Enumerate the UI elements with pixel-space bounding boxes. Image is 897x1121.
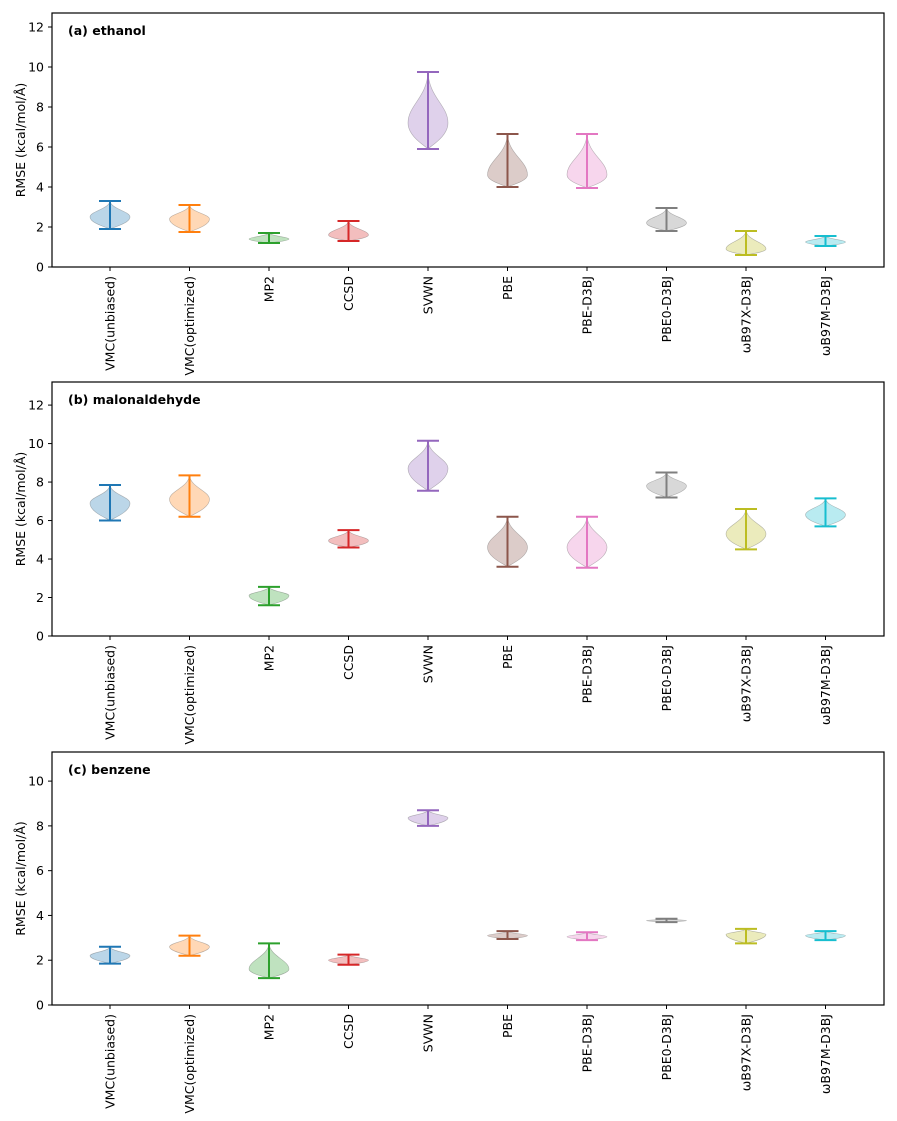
y-axis-label-3: RMSE (kcal/mol/Å) [13,821,28,936]
y-tick-label-2-7: 12 [28,398,44,413]
category-label-2-5: SVWN [421,645,436,683]
category-label-3-8: PBE0-D3BJ [659,1014,674,1080]
y-axis-label-1: RMSE (kcal/mol/Å) [13,83,28,198]
category-label-2-8: PBE0-D3BJ [659,645,674,711]
y-tick-label-3-3: 4 [36,908,44,923]
axes-frame-1 [51,12,885,268]
category-label-3-6: PBE [500,1014,515,1038]
category-label-1-1: VMC(unbiased) [103,276,118,371]
category-label-3-9: ωB97X-D3BJ [739,1014,754,1091]
category-label-1-2: VMC(optimized) [182,276,197,376]
axes-frame-2 [51,381,885,637]
category-label-2-2: VMC(optimized) [182,645,197,745]
category-label-1-4: CCSD [341,276,356,311]
category-label-1-9: ωB97X-D3BJ [739,276,754,353]
category-label-1-5: SVWN [421,276,436,314]
category-label-1-10: ωB97M-D3BJ [818,276,833,356]
y-tick-label-2-2: 2 [36,590,44,605]
chart-panel-3: 0 2 4 6 8 10 VMC(unbiased) VMC(optimized) MP2 CCS… [13,751,885,1114]
category-label-1-8: PBE0-D3BJ [659,276,674,342]
category-label-3-4: CCSD [341,1014,356,1049]
y-tick-label-1-3: 4 [36,180,44,195]
category-label-1-6: PBE [500,276,515,300]
category-label-2-9: ωB97X-D3BJ [739,645,754,722]
y-tick-label-1-1: 0 [36,260,44,275]
category-label-3-10: ωB97M-D3BJ [818,1014,833,1094]
panel-title-2: (b) malonaldehyde [68,392,201,407]
category-label-3-3: MP2 [262,1014,277,1040]
y-tick-label-3-1: 0 [36,998,44,1013]
y-tick-label-3-5: 8 [36,818,44,833]
y-tick-label-1-2: 2 [36,220,44,235]
y-tick-label-3-6: 10 [28,774,44,789]
y-tick-label-3-2: 2 [36,953,44,968]
panel-title-1: (a) ethanol [68,23,146,38]
y-tick-label-1-4: 6 [36,140,44,155]
axes-frame-3 [51,751,885,1006]
category-label-1-3: MP2 [262,276,277,302]
y-tick-label-1-5: 8 [36,100,44,115]
category-label-3-7: PBE-D3BJ [580,1014,595,1072]
y-tick-label-3-4: 6 [36,863,44,878]
category-label-1-7: PBE-D3BJ [580,276,595,334]
y-tick-label-2-1: 0 [36,629,44,644]
category-label-2-6: PBE [500,645,515,669]
category-label-2-10: ωB97M-D3BJ [818,645,833,725]
y-tick-label-2-4: 6 [36,513,44,528]
category-label-3-1: VMC(unbiased) [103,1014,118,1109]
y-tick-label-2-3: 4 [36,552,44,567]
y-axis-label-2: RMSE (kcal/mol/Å) [13,452,28,567]
category-label-2-7: PBE-D3BJ [580,645,595,703]
category-label-2-4: CCSD [341,645,356,680]
category-label-3-2: VMC(optimized) [182,1014,197,1114]
category-label-2-3: MP2 [262,645,277,671]
panel-title-3: (c) benzene [68,762,151,777]
category-label-2-1: VMC(unbiased) [103,645,118,740]
y-tick-label-2-6: 10 [28,436,44,451]
chart-panel-2: 0 2 4 6 8 10 12 VMC(unbiased) VMC(optimized) MP2 C… [13,381,885,745]
y-tick-label-1-6: 10 [28,60,44,75]
y-tick-label-1-7: 12 [28,20,44,35]
category-label-3-5: SVWN [421,1014,436,1052]
y-tick-label-2-5: 8 [36,475,44,490]
chart-panel-1: 0 2 4 6 8 10 12 VMC(unbiased) VMC(optimized) MP2 C… [13,12,885,376]
